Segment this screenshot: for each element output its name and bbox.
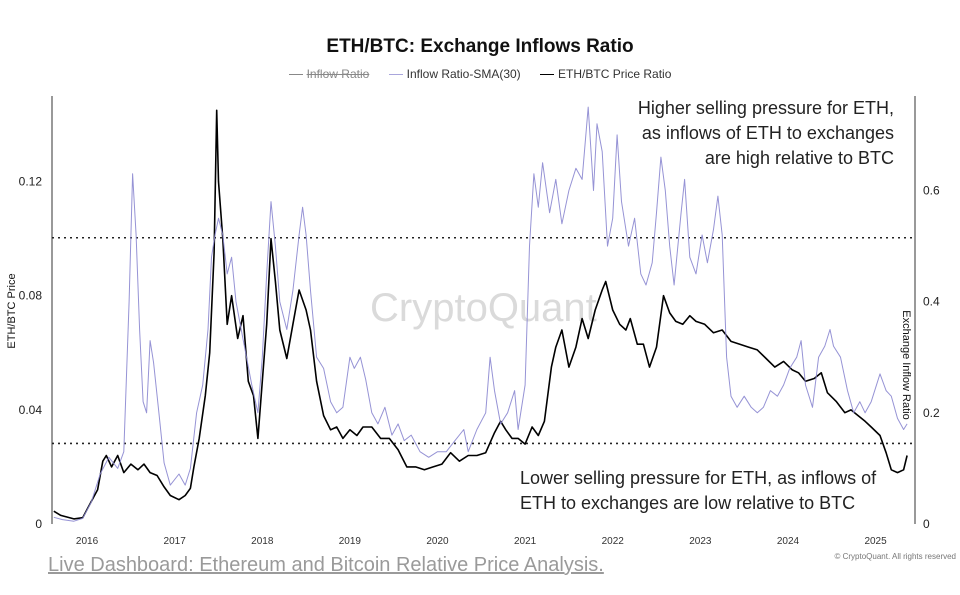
x-tick-label: 2025	[864, 536, 887, 547]
y-right-tick-label: 0.4	[923, 295, 940, 309]
x-tick-label: 2021	[514, 536, 537, 547]
legend-item-inflow-ratio[interactable]: Inflow Ratio	[288, 66, 370, 81]
y-left-tick-label: 0.12	[19, 175, 43, 189]
dashboard-link[interactable]: Live Dashboard: Ethereum and Bitcoin Rel…	[48, 554, 604, 576]
legend-swatch	[540, 74, 555, 76]
y-axis-left-label: ETH/BTC Price	[6, 273, 18, 349]
y-left-tick-label: 0	[35, 517, 42, 531]
legend-label: ETH/BTC Price Ratio	[558, 66, 672, 81]
y-left-tick-label: 0.04	[19, 403, 43, 417]
legend-swatch	[388, 74, 403, 76]
watermark: CryptoQuant	[370, 286, 597, 330]
x-tick-label: 2020	[426, 536, 449, 547]
x-tick-label: 2019	[339, 536, 362, 547]
y-right-tick-label: 0	[923, 517, 930, 531]
annotation-high-selling: Higher selling pressure for ETH, as infl…	[637, 98, 894, 168]
annotation-low-selling: Lower selling pressure for ETH, as inflo…	[520, 468, 877, 513]
x-tick-label: 2024	[777, 536, 800, 547]
y-right-tick-label: 0.6	[923, 183, 940, 197]
legend-item-price-ratio[interactable]: ETH/BTC Price Ratio	[540, 67, 671, 81]
x-tick-label: 2018	[251, 536, 274, 547]
y-right-tick-label: 0.2	[923, 406, 940, 420]
y-left-tick-label: 0.08	[19, 289, 43, 303]
copyright-text: © CryptoQuant. All rights reserved	[834, 552, 957, 561]
series-inflow-sma	[53, 106, 908, 522]
y-axis-right-label: Exchange Inflow Ratio	[900, 310, 912, 420]
legend-item-inflow-sma[interactable]: Inflow Ratio-SMA(30)	[388, 66, 521, 81]
legend-label: Inflow Ratio	[306, 66, 370, 81]
x-tick-label: 2017	[164, 536, 187, 547]
chart-title: ETH/BTC: Exchange Inflows Ratio	[326, 36, 634, 57]
chart-legend: Inflow Ratio Inflow Ratio-SMA(30) ETH/BT…	[0, 66, 960, 81]
x-tick-label: 2022	[602, 536, 625, 547]
x-tick-label: 2016	[76, 536, 99, 547]
x-tick-label: 2023	[689, 536, 712, 547]
series-eth-btc-price	[53, 109, 908, 520]
legend-label: Inflow Ratio-SMA(30)	[406, 66, 521, 81]
legend-swatch	[288, 74, 303, 76]
